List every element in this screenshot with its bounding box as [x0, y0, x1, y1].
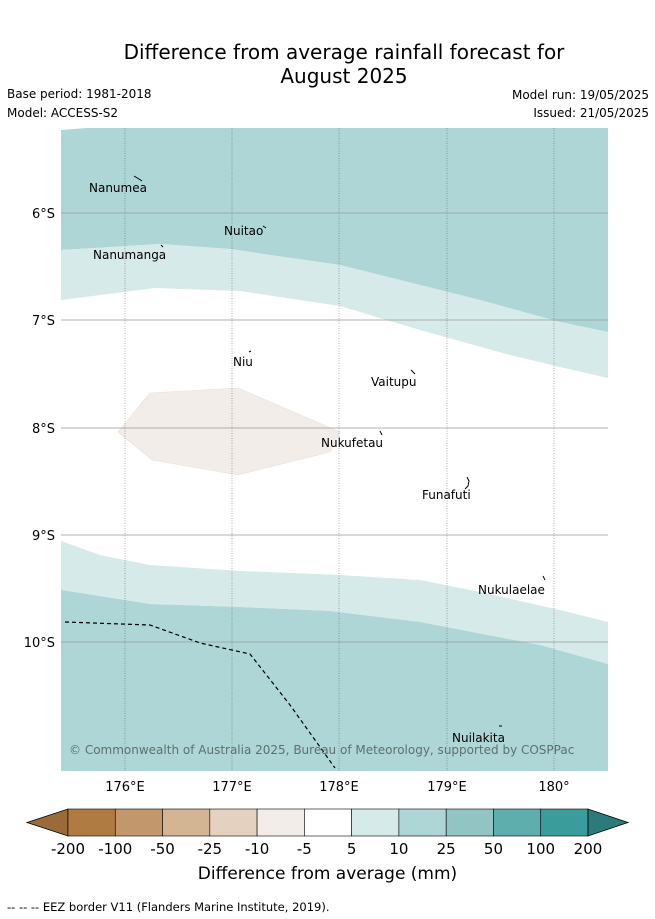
colorbar-tick-label: 200 — [574, 840, 603, 858]
colorbar-tick-label: -200 — [51, 840, 85, 858]
chart-title: Difference from average rainfall forecas… — [0, 40, 655, 88]
eez-border — [64, 621, 336, 769]
lat-label-10s: 10°S — [24, 636, 55, 651]
island-nanumanga-outline — [160, 244, 164, 248]
colorbar-tick-label: -10 — [245, 840, 270, 858]
island-niu-outline — [248, 350, 252, 353]
region-minus10-minus5 — [117, 387, 341, 476]
island-nanumea-outline — [133, 175, 143, 182]
model-run-text: Model run: 19/05/2025 — [511, 88, 649, 102]
colorbar-tick-label: -25 — [198, 840, 223, 858]
region-5-10-north — [61, 244, 608, 378]
colorbar-tick-label: -5 — [297, 840, 312, 858]
issued-text: Issued: 21/05/2025 — [533, 106, 649, 120]
island-funafuti-outline — [464, 476, 470, 490]
colorbar-swatch — [493, 808, 542, 837]
lon-label-178e: 178°E — [319, 780, 359, 795]
region-10-25-north — [61, 128, 608, 332]
lat-label-7s: 7°S — [32, 314, 55, 329]
copyright-notice: © Commonwealth of Australia 2025, Bureau… — [69, 743, 574, 757]
colorbar-swatch — [304, 808, 352, 837]
title-line-1: Difference from average rainfall forecas… — [123, 40, 565, 64]
colorbar-swatch — [67, 808, 116, 837]
region-10-25-south — [61, 590, 608, 771]
island-vaitupu-outline — [410, 369, 416, 375]
lat-label-8s: 8°S — [32, 422, 55, 437]
region-5-10-south — [61, 541, 608, 664]
lat-label-9s: 9°S — [32, 529, 55, 544]
lon-label-179e: 179°E — [427, 780, 467, 795]
map-area: Nanumea Nuitao Nanumanga Niu Vaitupu Nuk… — [61, 128, 608, 771]
place-label-nanumea: Nanumea — [89, 181, 147, 195]
colorbar-extend-low — [25, 808, 69, 837]
place-label-nukulaelae: Nukulaelae — [478, 583, 545, 597]
colorbar-tick-label: -50 — [150, 840, 175, 858]
colorbar-swatch — [209, 808, 258, 837]
colorbar-swatch — [398, 808, 447, 837]
place-label-niu: Niu — [233, 355, 253, 369]
title-line-2: August 2025 — [280, 64, 408, 88]
island-nukufetau-outline — [379, 430, 383, 436]
colorbar-swatch — [114, 808, 163, 837]
lon-label-177e: 177°E — [212, 780, 252, 795]
model-text: Model: ACCESS-S2 — [7, 106, 119, 120]
lon-label-180: 180° — [538, 780, 569, 795]
colorbar-tick-label: 100 — [526, 840, 555, 858]
island-nuitao-outline — [262, 225, 267, 229]
place-label-nukufetau: Nukufetau — [321, 436, 383, 450]
base-period-text: Base period: 1981-2018 — [7, 87, 152, 101]
colorbar-swatch — [445, 808, 494, 837]
latitude-gridlines — [61, 212, 608, 643]
longitude-gridlines — [124, 128, 555, 771]
colorbar-swatch — [256, 808, 305, 837]
lat-label-6s: 6°S — [32, 207, 55, 222]
colorbar-tick-label: 25 — [437, 840, 456, 858]
colorbar-tick-label: -100 — [98, 840, 132, 858]
place-label-nuilakita: Nuilakita — [452, 731, 505, 745]
place-label-funafuti: Funafuti — [422, 488, 471, 502]
place-label-nuitao: Nuitao — [224, 224, 263, 238]
place-label-nanumanga: Nanumanga — [93, 248, 166, 262]
colorbar-tick-label: 50 — [484, 840, 503, 858]
island-outlines — [133, 175, 546, 727]
eez-legend-footer: -- -- -- EEZ border V11 (Flanders Marine… — [7, 900, 330, 914]
colorbar: -200 -100 -50 -25 -10 -5 5 10 25 50 100 200 — [25, 808, 630, 858]
colorbar-extend-high — [587, 808, 630, 837]
colorbar-tick-label: 10 — [389, 840, 408, 858]
island-nukulaelae-outline — [542, 575, 546, 581]
place-label-vaitupu: Vaitupu — [371, 375, 417, 389]
colorbar-swatch — [162, 808, 211, 837]
colorbar-swatch — [351, 808, 400, 837]
colorbar-swatch — [540, 808, 589, 837]
lon-label-176e: 176°E — [105, 780, 145, 795]
colorbar-label: Difference from average (mm) — [197, 864, 458, 884]
colorbar-tick-label: 5 — [347, 840, 357, 858]
